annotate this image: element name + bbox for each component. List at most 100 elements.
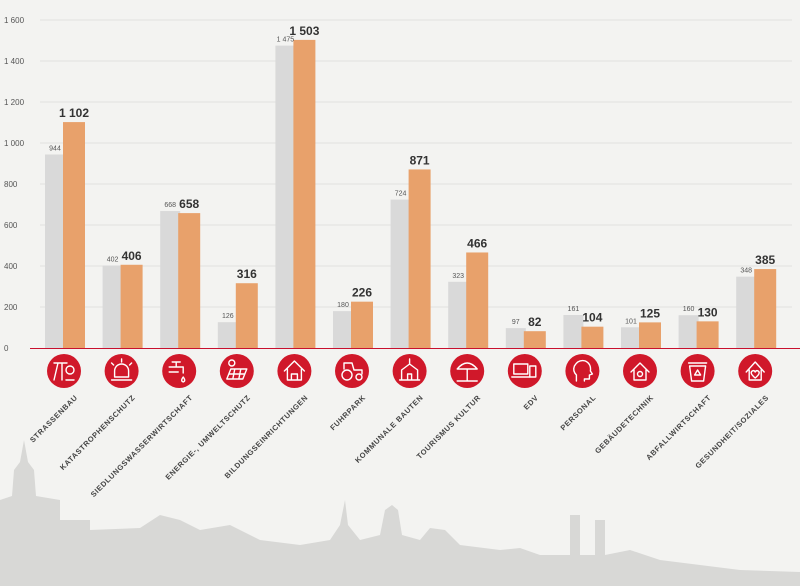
glyph — [398, 358, 421, 381]
bar-series2 — [235, 283, 258, 348]
y-tick-label: 1 600 — [4, 16, 25, 25]
value-label-series1: 180 — [337, 302, 349, 309]
bar-series1 — [678, 315, 699, 348]
category-labels: STRASSENBAUKATASTROPHENSCHUTZSIEDLUNGSWA… — [28, 393, 771, 499]
value-label-series1: 97 — [512, 319, 520, 326]
value-label-series1: 161 — [568, 306, 580, 313]
y-axis-ticks: 0 200 400 600 800 1 000 1 200 1 400 1 600 — [4, 16, 25, 353]
icon-circle — [162, 354, 197, 388]
category-label: STRASSENBAU — [28, 393, 79, 444]
y-tick-label: 400 — [4, 262, 18, 271]
y-tick-label: 1 000 — [4, 139, 25, 148]
value-label-series2: 385 — [755, 253, 775, 267]
category-label: GEBÄUDETECHNIK — [593, 393, 655, 455]
glyph — [456, 362, 478, 382]
value-label-series2: 871 — [410, 153, 430, 167]
glyph — [226, 368, 248, 380]
recycling-bin-icon — [680, 354, 715, 388]
category-label: TOURISMUS KULTUR — [415, 393, 483, 461]
value-label-series1: 1 475 — [277, 37, 295, 44]
value-label-series2: 1 503 — [289, 24, 319, 38]
icon-circle — [565, 354, 600, 388]
glyph — [228, 359, 236, 367]
value-label-series2: 658 — [179, 197, 199, 211]
person-head-icon — [565, 354, 600, 388]
value-label-series1: 402 — [107, 257, 119, 264]
bar-series2 — [466, 252, 489, 348]
health-care-icon — [738, 354, 773, 388]
value-label-series1: 323 — [452, 273, 464, 280]
glyph — [573, 359, 594, 382]
bar-series1 — [621, 327, 641, 348]
bar-series2 — [63, 122, 85, 348]
value-label-series1: 668 — [164, 202, 176, 209]
bar-series2 — [639, 322, 661, 348]
water-tap-icon — [162, 354, 197, 388]
value-label-series2: 125 — [640, 306, 660, 320]
glyph — [110, 358, 133, 381]
category-icons — [47, 354, 773, 388]
bar-series2 — [120, 264, 143, 348]
glyph — [283, 360, 306, 381]
glyph — [630, 362, 650, 381]
bar-series1 — [102, 265, 123, 348]
bar-series1 — [448, 281, 469, 348]
bar-series2 — [523, 331, 546, 348]
glyph — [355, 373, 363, 381]
bar-series1 — [275, 45, 296, 348]
glyph — [65, 365, 75, 375]
value-label-series1: 348 — [740, 268, 752, 275]
category-label: ABFALLWIRTSCHAFT — [644, 393, 713, 462]
value-label-series2: 1 102 — [59, 106, 89, 120]
solar-panel-icon — [219, 354, 254, 388]
glyph — [745, 361, 765, 381]
value-label-series2: 226 — [352, 286, 372, 300]
glyph — [341, 369, 353, 381]
value-label-series2: 82 — [528, 315, 542, 329]
skyline-silhouette — [0, 440, 800, 586]
school-house-icon — [277, 354, 312, 388]
value-label-series1: 101 — [625, 318, 637, 325]
town-hall-icon — [392, 354, 427, 388]
y-tick-label: 600 — [4, 221, 18, 230]
bar-series1 — [563, 314, 584, 348]
y-tick-label: 0 — [4, 344, 9, 353]
icon-circle — [507, 354, 542, 388]
bar-series2 — [178, 213, 201, 348]
glyph — [168, 361, 184, 374]
value-label-series2: 466 — [467, 236, 487, 250]
bar-series2 — [696, 321, 719, 348]
glyph — [693, 369, 702, 376]
beach-umbrella-icon — [450, 354, 485, 388]
alarm-light-icon — [104, 354, 139, 388]
value-label-series2: 316 — [237, 267, 257, 281]
glyph — [687, 362, 708, 382]
bar-series2 — [293, 39, 316, 348]
smart-home-icon — [623, 354, 657, 388]
bar-series2 — [408, 169, 431, 348]
y-tick-label: 1 400 — [4, 57, 25, 66]
glyph — [343, 362, 363, 375]
bar-series1 — [217, 322, 238, 348]
value-label-series2: 130 — [698, 305, 718, 319]
bar-series1 — [333, 311, 353, 348]
bar-series1 — [45, 154, 65, 348]
category-label: EDV — [522, 393, 541, 412]
y-tick-label: 200 — [4, 303, 18, 312]
glyph — [750, 369, 760, 379]
category-label: FUHRPARK — [328, 393, 367, 432]
icon-circle — [219, 354, 254, 388]
bar-series1 — [736, 276, 757, 348]
bar-series2 — [351, 301, 373, 348]
bar-series2 — [581, 326, 604, 348]
value-label-series1: 944 — [49, 145, 61, 152]
icon-circle — [47, 354, 81, 388]
bar-series1 — [160, 211, 181, 348]
bar-series2 — [754, 269, 777, 348]
value-label-series2: 406 — [122, 249, 142, 263]
bar-series1 — [505, 328, 526, 348]
road-construction-icon — [47, 354, 81, 388]
glyph — [181, 376, 186, 383]
bars — [45, 39, 777, 348]
